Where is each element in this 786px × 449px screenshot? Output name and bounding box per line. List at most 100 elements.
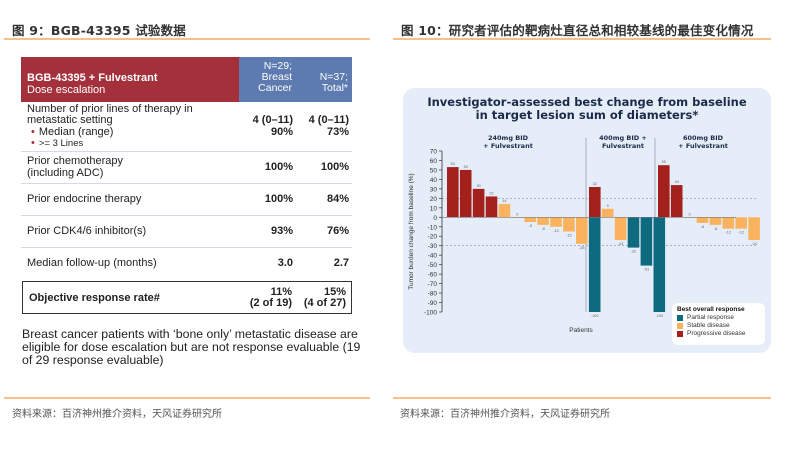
data-label: 53 <box>451 162 455 166</box>
data-label: 32 <box>593 182 597 186</box>
value-line: 4 (0–11) <box>308 114 349 126</box>
legend-label: Stable disease <box>687 322 730 329</box>
y-tick-label: 0 <box>433 215 437 222</box>
row-value-total: 100% <box>320 160 349 173</box>
chart-title: Investigator-assessed best change from b… <box>403 96 771 121</box>
legend-item-progressive-disease: Progressive disease <box>677 330 760 338</box>
header-col1-line: Cancer <box>258 82 292 94</box>
row-label-line: metastatic setting <box>27 114 113 126</box>
data-label: -10 <box>553 229 559 233</box>
data-label: -51 <box>644 268 650 272</box>
bar <box>537 217 549 225</box>
bar <box>640 217 653 266</box>
legend-swatch <box>677 331 683 337</box>
table-row-median-followup: Median follow-up (months) 3.0 2.7 <box>21 248 352 280</box>
row-value-total: 2.7 <box>333 257 349 270</box>
data-label: 14 <box>502 199 506 203</box>
y-tick-label: -60 <box>428 272 438 279</box>
title-divider-left <box>4 38 370 40</box>
group-label: + Fulvestrant <box>483 142 533 150</box>
y-tick-label: 30 <box>430 186 438 193</box>
value-line: 15% <box>323 285 346 298</box>
y-tick-label: 20 <box>430 196 438 203</box>
data-label: -12 <box>726 231 732 235</box>
table-row-prior-cdk46: Prior CDK4/6 inhibitor(s) 93% 76% <box>21 216 352 248</box>
table-row-prior-lines: Number of prior lines of therapy in meta… <box>21 102 352 152</box>
value-line: 73% <box>326 125 349 138</box>
data-label: -100 <box>591 314 599 318</box>
row-value-total: 76% <box>326 224 349 237</box>
row-label-line: Prior chemotherapy <box>27 155 123 167</box>
bar <box>588 217 601 312</box>
data-label: 22 <box>489 191 493 195</box>
value-line: 4 (0–11) <box>252 114 293 126</box>
bar <box>459 169 472 218</box>
bar <box>709 217 722 225</box>
y-tick-label: -50 <box>428 262 438 269</box>
data-label: -15 <box>566 234 572 238</box>
bar <box>601 208 614 218</box>
bullet-text: >= 3 Lines <box>38 138 84 149</box>
row-value-breast: 4 (0–11) 90% <box>239 114 296 138</box>
row-value-breast: 93% <box>270 224 293 237</box>
header-col1-line: N=29; <box>263 60 292 72</box>
row-value-total: 4 (0–11) 73% <box>296 114 352 138</box>
bar <box>563 217 575 232</box>
group-label: Fulvestrant <box>602 142 644 150</box>
bullet-text: Median (range) <box>38 125 114 138</box>
bar <box>498 204 511 218</box>
legend-swatch <box>677 323 683 329</box>
y-tick-label: 40 <box>430 177 438 184</box>
table-header: BGB-43395 + Fulvestrant Dose escalation … <box>21 57 352 102</box>
value-line: (4 of 27) <box>303 296 346 309</box>
bar <box>722 217 735 229</box>
data-label: -12 <box>738 231 744 235</box>
legend-title: Best overall response <box>677 306 745 313</box>
legend-swatch <box>677 315 683 321</box>
bar <box>670 185 683 218</box>
legend-label: Progressive disease <box>687 330 746 337</box>
data-label: 0 <box>516 212 518 216</box>
chart-title-line: in target lesion sum of diameters* <box>475 107 699 122</box>
y-tick-label: -80 <box>428 291 438 298</box>
orr-value-breast: 11% (2 of 19) <box>239 285 295 309</box>
value-line: 11% <box>270 285 292 298</box>
data-label: -24 <box>751 242 757 246</box>
data-label: -100 <box>655 314 663 318</box>
data-label: 34 <box>675 180 679 184</box>
bar <box>472 188 485 218</box>
header-col2-line: Total* <box>321 82 348 94</box>
row-value-total: 84% <box>326 192 349 205</box>
row-label: Prior endocrine therapy <box>27 192 142 205</box>
data-label: -32 <box>631 250 637 254</box>
bar <box>653 217 666 312</box>
bar <box>447 167 459 218</box>
y-tick-label: -20 <box>428 234 438 241</box>
value-line: (2 of 19) <box>249 296 292 309</box>
y-tick-label: -90 <box>428 300 438 307</box>
figure-10-title: 图 10：研究者评估的靶病灶直径总和相较基线的最佳变化情况 <box>401 23 754 38</box>
row-value-breast: 100% <box>264 160 293 173</box>
group-label: + Fulvestrant <box>678 142 728 150</box>
orr-value-total: 15% (4 of 27) <box>295 285 350 309</box>
group-label: 600mg BID <box>683 134 724 142</box>
source-right: 资料来源：百济神州推介资料，天风证券研究所 <box>400 409 610 420</box>
source-divider-left <box>4 397 370 399</box>
bar <box>576 217 588 244</box>
chart-legend: Best overall response Partial response S… <box>672 303 765 345</box>
table-row-prior-endocrine: Prior endocrine therapy 100% 84% <box>21 184 352 216</box>
header-col1-line: Breast <box>261 71 292 83</box>
figure-9-title: 图 9：BGB-43395 试验数据 <box>12 23 186 38</box>
bar <box>589 186 601 218</box>
chart-title-line: Investigator-assessed best change from b… <box>427 95 747 109</box>
bar <box>696 217 709 223</box>
table-row-objective-response-rate: Objective response rate# 11% (2 of 19) 1… <box>22 281 352 314</box>
trial-data-table: BGB-43395 + Fulvestrant Dose escalation … <box>21 57 352 280</box>
footnote-text: Breast cancer patients with ‘bone only’ … <box>22 327 361 367</box>
data-label: 30 <box>476 184 480 188</box>
bar <box>485 196 498 218</box>
row-value-breast: 3.0 <box>277 257 293 270</box>
legend-label: Partial response <box>687 314 734 321</box>
bar <box>658 165 670 218</box>
source-left: 资料来源：百济神州推介资料，天风证券研究所 <box>12 409 222 420</box>
